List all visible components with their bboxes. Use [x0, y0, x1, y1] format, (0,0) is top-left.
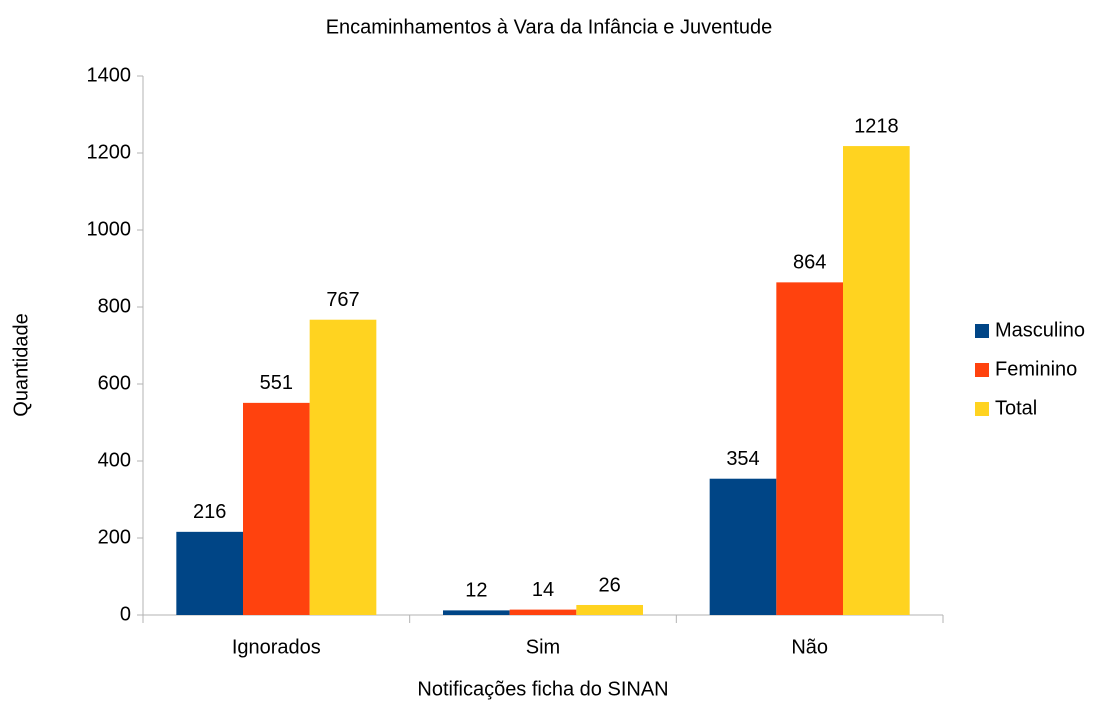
bar — [576, 604, 643, 615]
y-tick-label: 1000 — [87, 218, 132, 240]
legend-label: Total — [995, 397, 1037, 419]
x-tick-label: Sim — [526, 636, 560, 658]
data-label: 354 — [726, 448, 759, 470]
bar — [509, 609, 577, 615]
bar — [176, 531, 243, 615]
legend-swatch — [975, 363, 989, 377]
legend-label: Masculino — [995, 319, 1085, 341]
legend-swatch — [975, 402, 989, 416]
legend-label: Feminino — [995, 358, 1077, 380]
data-label: 1218 — [854, 115, 899, 137]
y-tick-label: 400 — [98, 449, 131, 471]
bar — [309, 319, 377, 615]
y-tick-label: 600 — [98, 372, 131, 394]
y-tick-label: 800 — [98, 295, 131, 317]
y-tick-label: 0 — [120, 603, 131, 625]
y-axis-label: Quantidade — [10, 313, 32, 416]
data-label: 551 — [260, 372, 293, 394]
data-label: 14 — [532, 579, 554, 601]
data-label: 864 — [793, 252, 826, 274]
y-tick-label: 200 — [98, 526, 131, 548]
x-axis-label: Notificações ficha do SINAN — [417, 678, 668, 700]
data-label: 26 — [599, 574, 621, 596]
bar — [243, 402, 310, 615]
data-label: 216 — [193, 501, 226, 523]
y-tick-label: 1400 — [87, 64, 132, 86]
y-tick-label: 1200 — [87, 141, 132, 163]
data-label: 767 — [326, 289, 359, 311]
bar — [709, 478, 777, 615]
bar — [776, 282, 843, 615]
bar — [843, 146, 910, 615]
data-label: 12 — [465, 580, 487, 602]
bar — [443, 610, 510, 615]
legend-swatch — [975, 324, 989, 338]
chart-title: Encaminhamentos à Vara da Infância e Juv… — [326, 16, 773, 38]
x-tick-label: Não — [791, 636, 828, 658]
x-tick-label: Ignorados — [232, 636, 321, 658]
